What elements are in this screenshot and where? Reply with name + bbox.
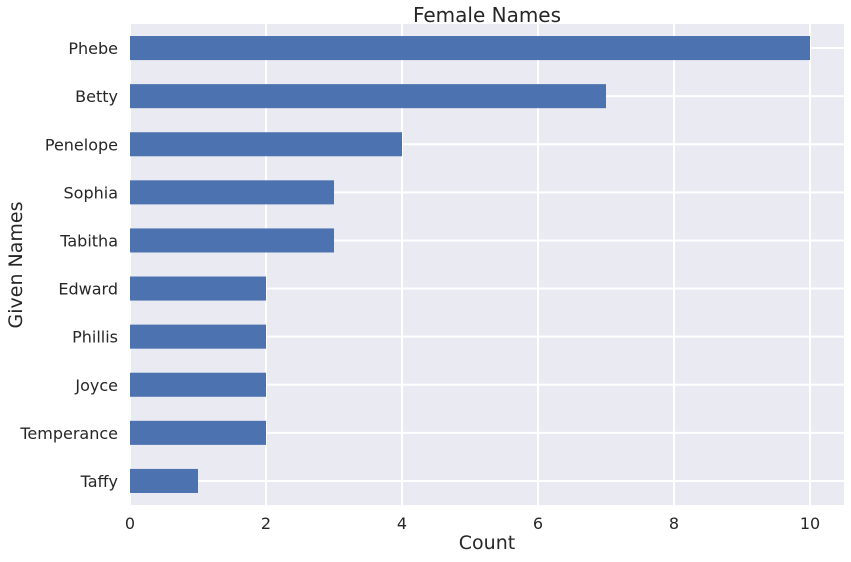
y-tick-label: Tabitha bbox=[59, 231, 118, 250]
x-tick-labels: 0 2 4 6 8 10 bbox=[125, 514, 820, 533]
bar-penelope bbox=[130, 132, 402, 157]
y-tick-label: Phillis bbox=[72, 328, 118, 347]
y-tick-labels: Phebe Betty Penelope Sophia Tabitha Edward Phi… bbox=[19, 39, 118, 491]
y-axis-label: Given Names bbox=[5, 202, 27, 329]
y-tick-label: Edward bbox=[58, 280, 118, 299]
bar-sophia bbox=[130, 180, 334, 205]
chart-title: Female Names bbox=[413, 3, 561, 27]
bar-edward bbox=[130, 276, 266, 301]
y-tick-label: Temperance bbox=[19, 424, 118, 443]
bar-phillis bbox=[130, 324, 266, 349]
y-tick-label: Penelope bbox=[45, 135, 118, 154]
y-tick-label: Joyce bbox=[74, 376, 118, 395]
x-tick-label: 10 bbox=[800, 514, 820, 533]
x-tick-label: 4 bbox=[397, 514, 407, 533]
bar-joyce bbox=[130, 372, 266, 397]
bar-taffy bbox=[130, 468, 198, 493]
bar-phebe bbox=[130, 36, 810, 61]
bar-betty bbox=[130, 84, 606, 109]
y-tick-label: Phebe bbox=[68, 39, 118, 58]
x-tick-label: 0 bbox=[125, 514, 135, 533]
bars bbox=[130, 36, 810, 493]
x-axis-label: Count bbox=[459, 532, 515, 554]
y-tick-label: Betty bbox=[75, 87, 118, 106]
x-tick-label: 6 bbox=[533, 514, 543, 533]
y-tick-label: Sophia bbox=[64, 183, 119, 202]
bar-temperance bbox=[130, 420, 266, 445]
bar-tabitha bbox=[130, 228, 334, 253]
y-tick-label: Taffy bbox=[80, 472, 118, 491]
x-tick-label: 2 bbox=[261, 514, 271, 533]
x-tick-label: 8 bbox=[669, 514, 679, 533]
